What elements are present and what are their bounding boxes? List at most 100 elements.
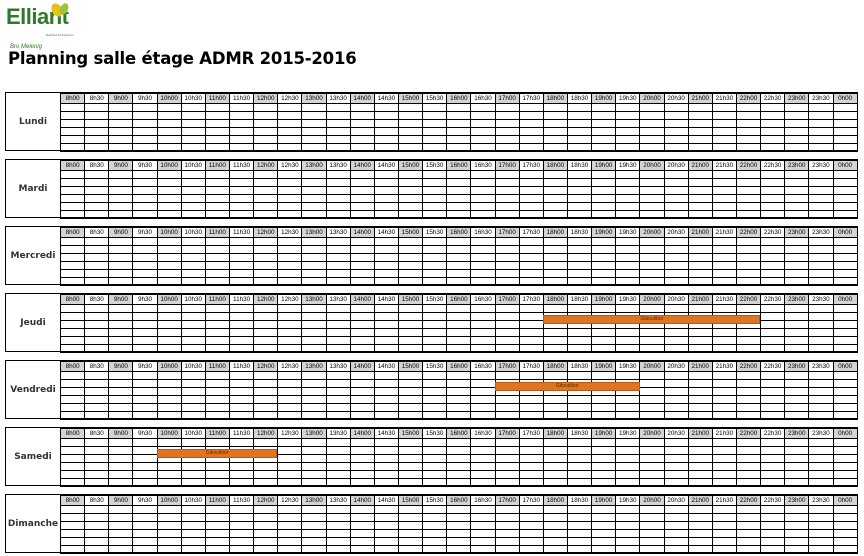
schedule-cell[interactable] [325,438,351,447]
schedule-cell[interactable] [253,103,279,112]
schedule-cell[interactable] [808,135,834,144]
schedule-cell[interactable] [204,478,230,487]
schedule-cell[interactable] [373,237,399,246]
schedule-cell[interactable] [180,438,206,447]
schedule-cell[interactable] [518,395,544,404]
schedule-cell[interactable] [373,170,399,179]
schedule-cell[interactable] [494,111,520,120]
schedule-cell[interactable] [518,119,544,128]
schedule-cell[interactable] [591,505,617,514]
schedule-cell[interactable] [422,210,448,219]
schedule-cell[interactable] [615,537,641,546]
schedule-cell[interactable] [446,470,472,479]
schedule-cell[interactable] [301,178,327,187]
schedule-cell[interactable] [349,170,375,179]
schedule-cell[interactable] [325,170,351,179]
schedule-cell[interactable] [663,387,689,396]
schedule-cell[interactable] [542,127,568,136]
schedule-cell[interactable] [84,446,110,455]
schedule-cell[interactable] [397,170,424,179]
schedule-cell[interactable] [639,127,665,136]
schedule-cell[interactable] [591,545,617,554]
schedule-cell[interactable] [711,545,737,554]
schedule-cell[interactable] [108,344,134,353]
schedule-cell[interactable] [494,344,520,353]
schedule-cell[interactable] [808,111,834,120]
schedule-cell[interactable] [325,320,351,329]
schedule-cell[interactable] [784,513,810,522]
schedule-cell[interactable] [325,186,351,195]
schedule-cell[interactable] [542,529,568,538]
schedule-cell[interactable] [253,371,279,380]
schedule-cell[interactable] [84,470,110,479]
schedule-cell[interactable] [325,470,351,479]
schedule-cell[interactable] [84,269,110,278]
schedule-cell[interactable] [84,253,110,262]
schedule-cell[interactable] [84,403,110,412]
schedule-cell[interactable] [156,237,182,246]
schedule-cell[interactable] [397,336,424,345]
schedule-cell[interactable] [301,344,327,353]
schedule-cell[interactable] [108,245,134,254]
schedule-cell[interactable] [180,505,206,514]
schedule-cell[interactable] [494,438,520,447]
schedule-cell[interactable] [422,462,448,471]
schedule-cell[interactable] [228,304,255,313]
schedule-cell[interactable] [784,403,810,412]
schedule-cell[interactable] [566,336,593,345]
schedule-cell[interactable] [808,277,834,286]
schedule-cell[interactable] [711,395,737,404]
schedule-cell[interactable] [687,103,713,112]
schedule-cell[interactable] [180,529,206,538]
schedule-cell[interactable] [808,470,834,479]
schedule-cell[interactable] [277,446,303,455]
schedule-cell[interactable] [204,237,230,246]
schedule-cell[interactable] [349,411,375,420]
schedule-cell[interactable] [446,253,472,262]
schedule-cell[interactable] [542,103,568,112]
schedule-cell[interactable] [228,111,255,120]
schedule-cell[interactable] [735,478,762,487]
schedule-cell[interactable] [349,261,375,270]
schedule-cell[interactable] [711,446,737,455]
schedule-cell[interactable] [397,446,424,455]
schedule-cell[interactable] [59,478,86,487]
schedule-cell[interactable] [663,478,689,487]
schedule-cell[interactable] [784,462,810,471]
schedule-cell[interactable] [518,237,544,246]
schedule-cell[interactable] [832,438,858,447]
schedule-cell[interactable] [784,395,810,404]
schedule-cell[interactable] [639,529,665,538]
schedule-cell[interactable] [228,135,255,144]
schedule-cell[interactable] [204,513,230,522]
schedule-cell[interactable] [711,127,737,136]
schedule-cell[interactable] [711,478,737,487]
schedule-cell[interactable] [542,478,568,487]
schedule-cell[interactable] [494,261,520,270]
schedule-cell[interactable] [639,202,665,211]
schedule-cell[interactable] [180,371,206,380]
schedule-cell[interactable] [422,454,448,463]
schedule-cell[interactable] [132,545,158,554]
schedule-cell[interactable] [84,411,110,420]
schedule-cell[interactable] [349,127,375,136]
schedule-cell[interactable] [760,237,786,246]
schedule-cell[interactable] [277,328,303,337]
schedule-cell[interactable] [422,143,448,152]
schedule-cell[interactable] [591,127,617,136]
schedule-cell[interactable] [784,277,810,286]
schedule-cell[interactable] [84,202,110,211]
schedule-cell[interactable] [832,344,858,353]
schedule-cell[interactable] [639,170,665,179]
schedule-cell[interactable] [760,446,786,455]
schedule-cell[interactable] [349,119,375,128]
schedule-cell[interactable] [132,403,158,412]
schedule-cell[interactable] [494,202,520,211]
schedule-cell[interactable] [422,403,448,412]
schedule-cell[interactable] [204,170,230,179]
schedule-cell[interactable] [228,269,255,278]
schedule-cell[interactable] [615,395,641,404]
schedule-cell[interactable] [760,336,786,345]
schedule-cell[interactable] [228,478,255,487]
schedule-cell[interactable] [301,202,327,211]
